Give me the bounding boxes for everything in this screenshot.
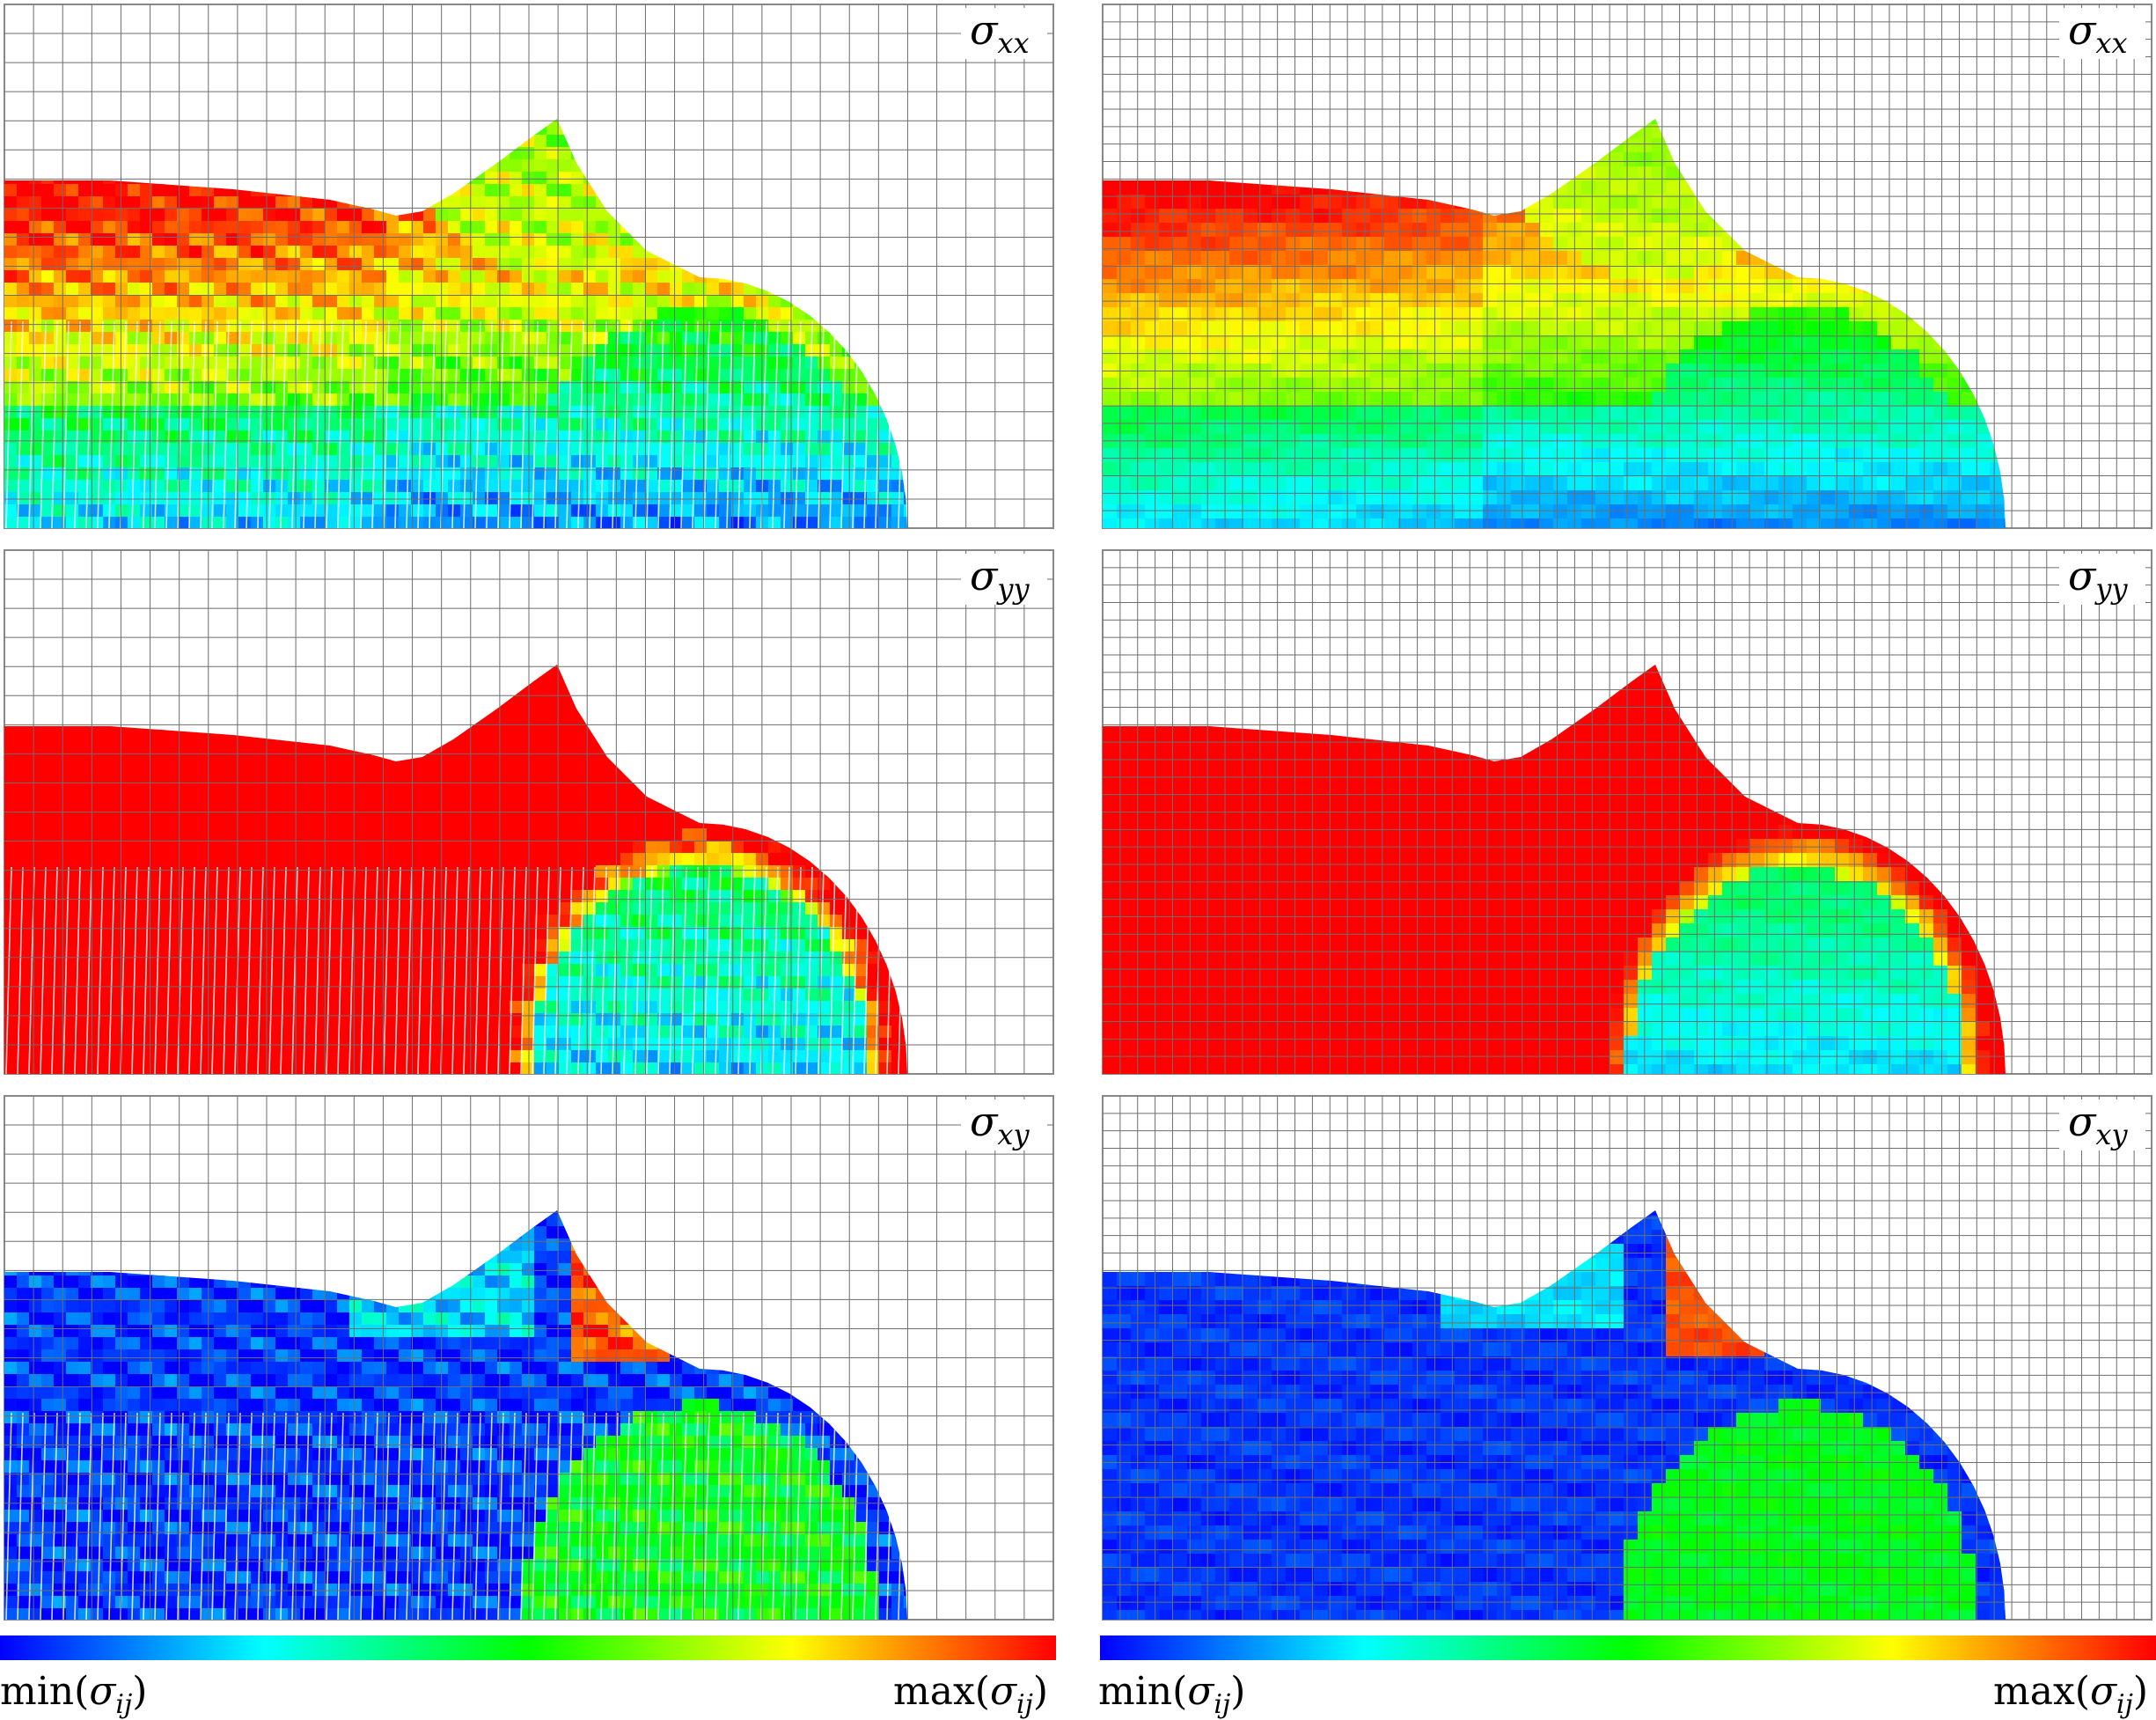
label-background bbox=[2059, 1099, 2145, 1150]
colorbar-left bbox=[0, 1635, 1056, 1660]
label-background bbox=[961, 8, 1047, 59]
label-background bbox=[961, 554, 1047, 605]
colorbar-right-min-label: min(σij) bbox=[1098, 1669, 1246, 1720]
colorbar-left-max-label: max(σij) bbox=[893, 1669, 1049, 1720]
background-grid bbox=[4, 550, 1053, 1074]
background-grid bbox=[1103, 4, 2152, 528]
background-grid bbox=[4, 4, 1053, 528]
background-grid bbox=[1103, 1096, 2152, 1620]
panel-sigma-xx-left: σxx bbox=[4, 4, 1054, 529]
background-grid bbox=[4, 1096, 1053, 1620]
background-grid bbox=[1103, 550, 2152, 1074]
label-background bbox=[961, 1099, 1047, 1150]
panel-sigma-yy-right: σyy bbox=[1102, 549, 2152, 1075]
label-background bbox=[2059, 554, 2145, 605]
panel-sigma-xx-right: σxx bbox=[1102, 4, 2152, 529]
panel-sigma-yy-left: σyy bbox=[4, 549, 1054, 1075]
colorbar-right-max-label: max(σij) bbox=[1993, 1669, 2149, 1720]
panel-sigma-xy-left: σxy bbox=[4, 1095, 1054, 1621]
panel-sigma-xy-right: σxy bbox=[1102, 1095, 2152, 1621]
panel-label: σxy bbox=[2068, 1098, 2128, 1151]
label-background bbox=[2059, 8, 2145, 59]
colorbar-left-min-label: min(σij) bbox=[0, 1669, 148, 1720]
colorbar-right bbox=[1100, 1635, 2156, 1660]
